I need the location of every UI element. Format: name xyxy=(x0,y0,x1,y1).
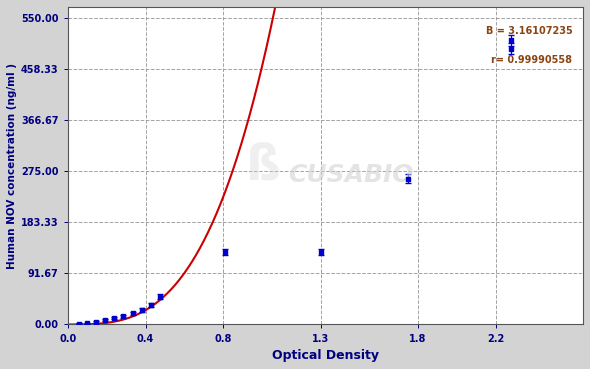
Text: B = 3.16107235: B = 3.16107235 xyxy=(486,26,572,36)
Text: ß: ß xyxy=(246,142,281,190)
Text: r= 0.99990558: r= 0.99990558 xyxy=(491,55,572,65)
X-axis label: Optical Density: Optical Density xyxy=(272,349,379,362)
Text: CUSABIO: CUSABIO xyxy=(289,163,414,187)
Y-axis label: Human NOV concentration (ng/ml ): Human NOV concentration (ng/ml ) xyxy=(7,63,17,269)
